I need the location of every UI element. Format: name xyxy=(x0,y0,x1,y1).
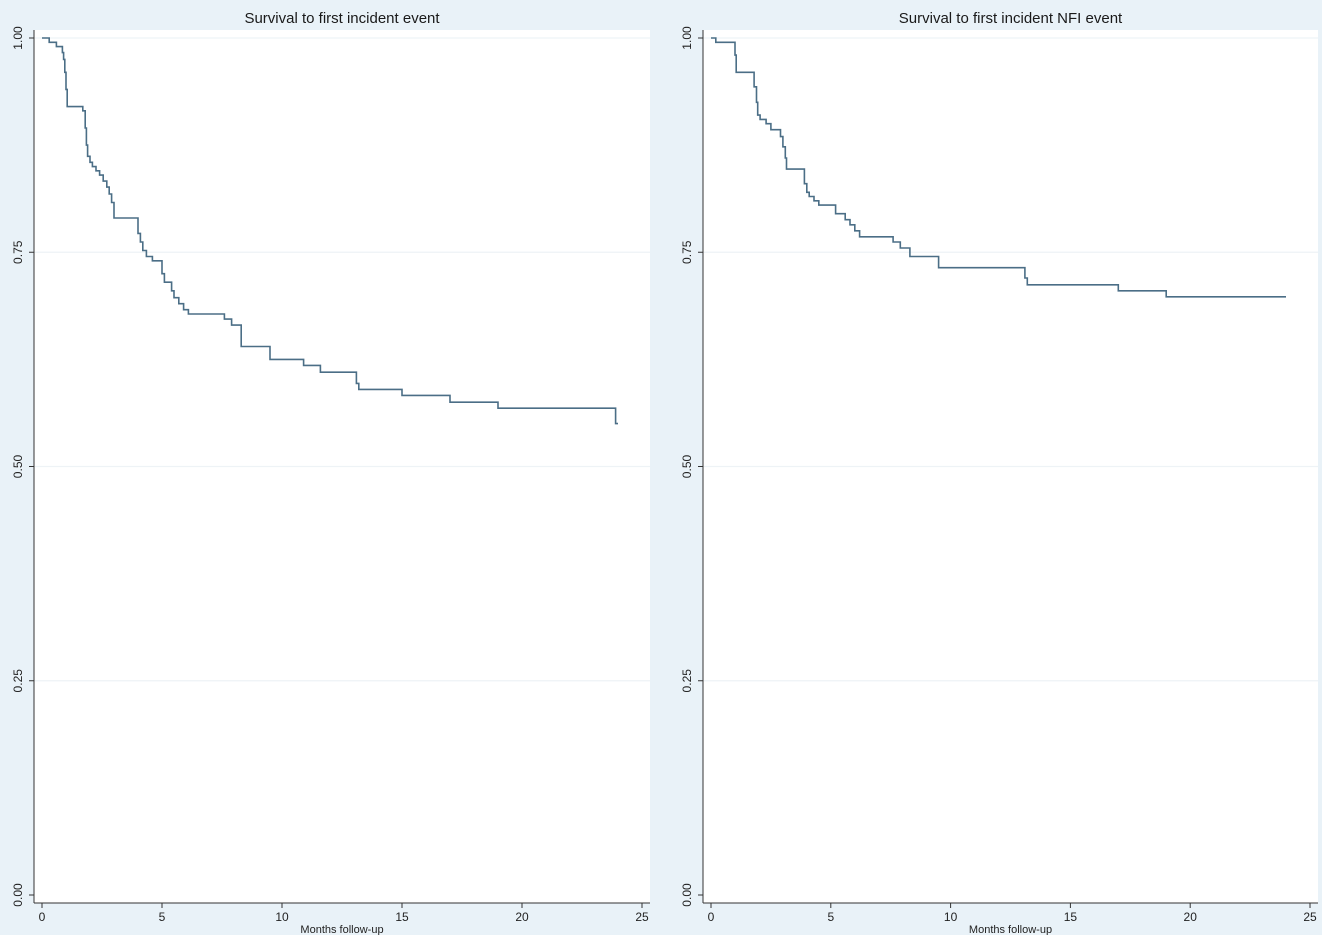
chart-1-ytick-label-0: 0.00 xyxy=(11,883,25,907)
chart-2-ytick-label-4: 1.00 xyxy=(680,26,694,50)
chart-1-ytick-label-2: 0.50 xyxy=(11,454,25,478)
chart-1-ytick-label-4: 1.00 xyxy=(11,26,25,50)
chart-1-survival-line xyxy=(42,37,618,425)
chart-2-xtick-label-4: 20 xyxy=(1184,910,1198,924)
chart-1-xtick-label-2: 10 xyxy=(275,910,289,924)
chart-1-xtick-label-0: 0 xyxy=(39,910,46,924)
chart-2-ytick-label-0: 0.00 xyxy=(680,883,694,907)
chart-1-xlabel: Months follow-up xyxy=(300,924,383,935)
chart-2-survival-line xyxy=(711,37,1286,298)
chart-1-xtick-label-1: 5 xyxy=(159,910,166,924)
chart-1-ytick-label-3: 0.75 xyxy=(11,240,25,264)
chart-2-xtick-label-0: 0 xyxy=(708,910,715,924)
chart-2-ytick-label-3: 0.75 xyxy=(680,240,694,264)
chart-2-ytick-label-1: 0.25 xyxy=(680,669,694,693)
chart-1-title: Survival to first incident event xyxy=(244,10,440,27)
chart-2-ytick-label-2: 0.50 xyxy=(680,454,694,478)
chart-2-xtick-label-1: 5 xyxy=(827,910,834,924)
chart-2-xtick-label-5: 25 xyxy=(1303,910,1317,924)
chart-1-xtick-label-3: 15 xyxy=(395,910,409,924)
chart-1-xtick-label-4: 20 xyxy=(515,910,529,924)
chart-1-xtick-label-5: 25 xyxy=(635,910,649,924)
chart-2-xlabel: Months follow-up xyxy=(969,924,1052,935)
chart-2-xtick-label-3: 15 xyxy=(1064,910,1078,924)
chart-2-xtick-label-2: 10 xyxy=(944,910,958,924)
chart-1-ytick-label-1: 0.25 xyxy=(11,669,25,693)
chart-2-title: Survival to first incident NFI event xyxy=(899,10,1123,27)
